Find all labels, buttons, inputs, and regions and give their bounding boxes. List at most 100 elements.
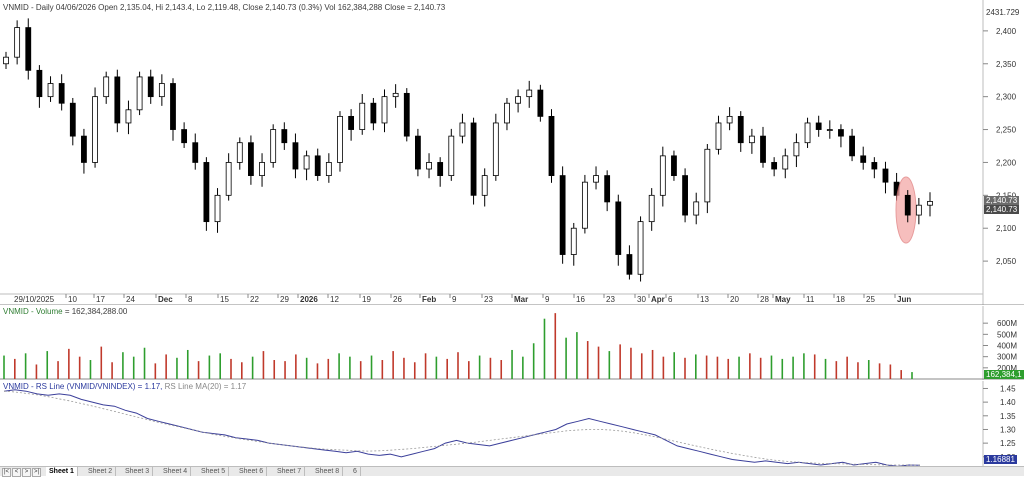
candle-body	[826, 129, 833, 131]
candle-body	[504, 102, 510, 124]
candle-body	[81, 135, 87, 163]
sheet-tab[interactable]: Sheet 7	[274, 467, 306, 476]
candle-body	[838, 129, 844, 137]
date-tick-label: 12	[330, 295, 339, 304]
volume-header: VNMID - Volume = 162,384,288.00	[3, 307, 127, 316]
rs-line	[3, 389, 921, 466]
candle-body	[704, 148, 711, 203]
candle-body	[604, 175, 611, 203]
candle-body	[337, 115, 343, 163]
candle-body	[58, 83, 65, 104]
candle-body	[782, 155, 789, 170]
candle-body	[492, 122, 499, 176]
start-date-label: 29/10/2025	[14, 295, 55, 304]
rs-header: VNMID - RS Line (VNMID/VNINDEX) = 1.17, …	[3, 382, 246, 391]
candle-body	[14, 27, 21, 58]
rs-ytick-label: 1.25	[1000, 439, 1016, 448]
price-ytick-label: 2,050	[996, 257, 1017, 266]
last-sheet-button[interactable]: >|	[32, 468, 41, 477]
volume-last-label: 162,384,1	[984, 370, 1024, 379]
price-ytick-label: 2,150	[996, 191, 1017, 200]
candle-body	[92, 96, 98, 163]
sheet-tab[interactable]: Sheet 2	[85, 467, 117, 476]
date-tick-label: 23	[484, 295, 493, 304]
candle-body	[3, 56, 9, 65]
candle-body	[849, 135, 855, 157]
rs-ytick-label: 1.40	[1000, 398, 1016, 407]
rs-pane[interactable]: VNMID - RS Line (VNMID/VNINDEX) = 1.17, …	[0, 381, 1024, 466]
candle-body	[36, 69, 43, 98]
sheet-tab[interactable]: Sheet 4	[160, 467, 192, 476]
sheet-tab[interactable]: 6	[350, 467, 361, 476]
candle-body	[236, 142, 243, 163]
date-tick-label: 30	[637, 295, 646, 304]
candle-body	[793, 142, 800, 157]
sheet-tab[interactable]: Sheet 1	[46, 467, 78, 476]
candle-body	[248, 142, 254, 176]
sheet-tab[interactable]: Sheet 8	[312, 467, 344, 476]
candle-body	[203, 162, 210, 223]
candle-body	[882, 168, 889, 183]
price-ytick-label: 2,100	[996, 224, 1017, 233]
candle-body	[125, 109, 132, 124]
volume-ytick-label: 400M	[997, 342, 1017, 351]
candle-body	[581, 181, 588, 229]
candle-body	[325, 162, 332, 176]
candle-body	[481, 175, 488, 196]
date-tick-label: 18	[836, 295, 845, 304]
rs-ytick-label: 1.45	[1000, 384, 1016, 393]
date-tick-label: 28	[760, 295, 769, 304]
prev-sheet-button[interactable]: <	[12, 468, 21, 477]
candle-body	[103, 76, 110, 98]
volume-ytick-label: 200M	[997, 364, 1017, 373]
candle-body	[114, 76, 121, 124]
date-tick-label: 20	[730, 295, 739, 304]
candle-body	[348, 115, 355, 130]
candle-body	[637, 221, 644, 275]
price-ytick-label: 2,250	[996, 126, 1017, 135]
candle-body	[47, 83, 54, 98]
volume-chart[interactable]: 600M 500M 400M 300M 200M	[0, 306, 1024, 380]
price-ytick-label: 2,350	[996, 60, 1017, 69]
last-price-label-1: 2,140.73	[984, 196, 1020, 205]
candle-body	[659, 155, 666, 196]
date-tick-label: 13	[700, 295, 709, 304]
date-tick-label: Apr	[651, 295, 665, 304]
price-ytick-label: 2,200	[996, 158, 1017, 167]
sheet-tab[interactable]: Sheet 5	[198, 467, 230, 476]
candle-body	[815, 122, 822, 130]
candle-body	[303, 155, 310, 170]
candle-body	[559, 175, 566, 255]
volume-ytick-label: 500M	[997, 330, 1017, 339]
price-top-value: 2431.729	[986, 8, 1020, 17]
candle-body	[192, 142, 199, 163]
date-tick-label: 26	[393, 295, 402, 304]
volume-pane[interactable]: VNMID - Volume = 162,384,288.00 600M 500M…	[0, 306, 1024, 380]
date-tick-label: 29	[280, 295, 289, 304]
sheet-tab[interactable]: Sheet 6	[236, 467, 268, 476]
candle-body	[904, 194, 911, 216]
candle-body	[748, 135, 755, 144]
rs-header-ma: RS Line MA(20) = 1.17	[164, 382, 247, 391]
candle-body	[804, 122, 811, 144]
price-chart[interactable]: 2431.729 2,4002,3502,3002,2502,2002,1502…	[0, 0, 1024, 305]
price-pane[interactable]: VNMID - Daily 04/06/2026 Open 2,135.04, …	[0, 0, 1024, 305]
first-sheet-button[interactable]: |<	[2, 468, 11, 477]
date-tick-label: 8	[188, 295, 193, 304]
date-tick-label: 9	[545, 295, 550, 304]
candle-body	[459, 122, 466, 137]
sheet-tab[interactable]: Sheet 3	[122, 467, 154, 476]
next-sheet-button[interactable]: >	[22, 468, 31, 477]
candle-body	[69, 102, 76, 137]
volume-ytick-label: 600M	[997, 319, 1017, 328]
rs-ytick-label: 1.35	[1000, 412, 1016, 421]
date-tick-label: Jun	[897, 295, 911, 304]
candle-body	[682, 175, 688, 216]
date-tick-label: 17	[96, 295, 105, 304]
candle-body	[860, 155, 867, 163]
candle-body	[771, 162, 778, 170]
rs-chart[interactable]: 1.451.401.351.301.251.20	[0, 381, 1024, 466]
candle-body	[871, 162, 878, 170]
candle-body	[392, 92, 399, 98]
candle-body	[626, 254, 633, 275]
